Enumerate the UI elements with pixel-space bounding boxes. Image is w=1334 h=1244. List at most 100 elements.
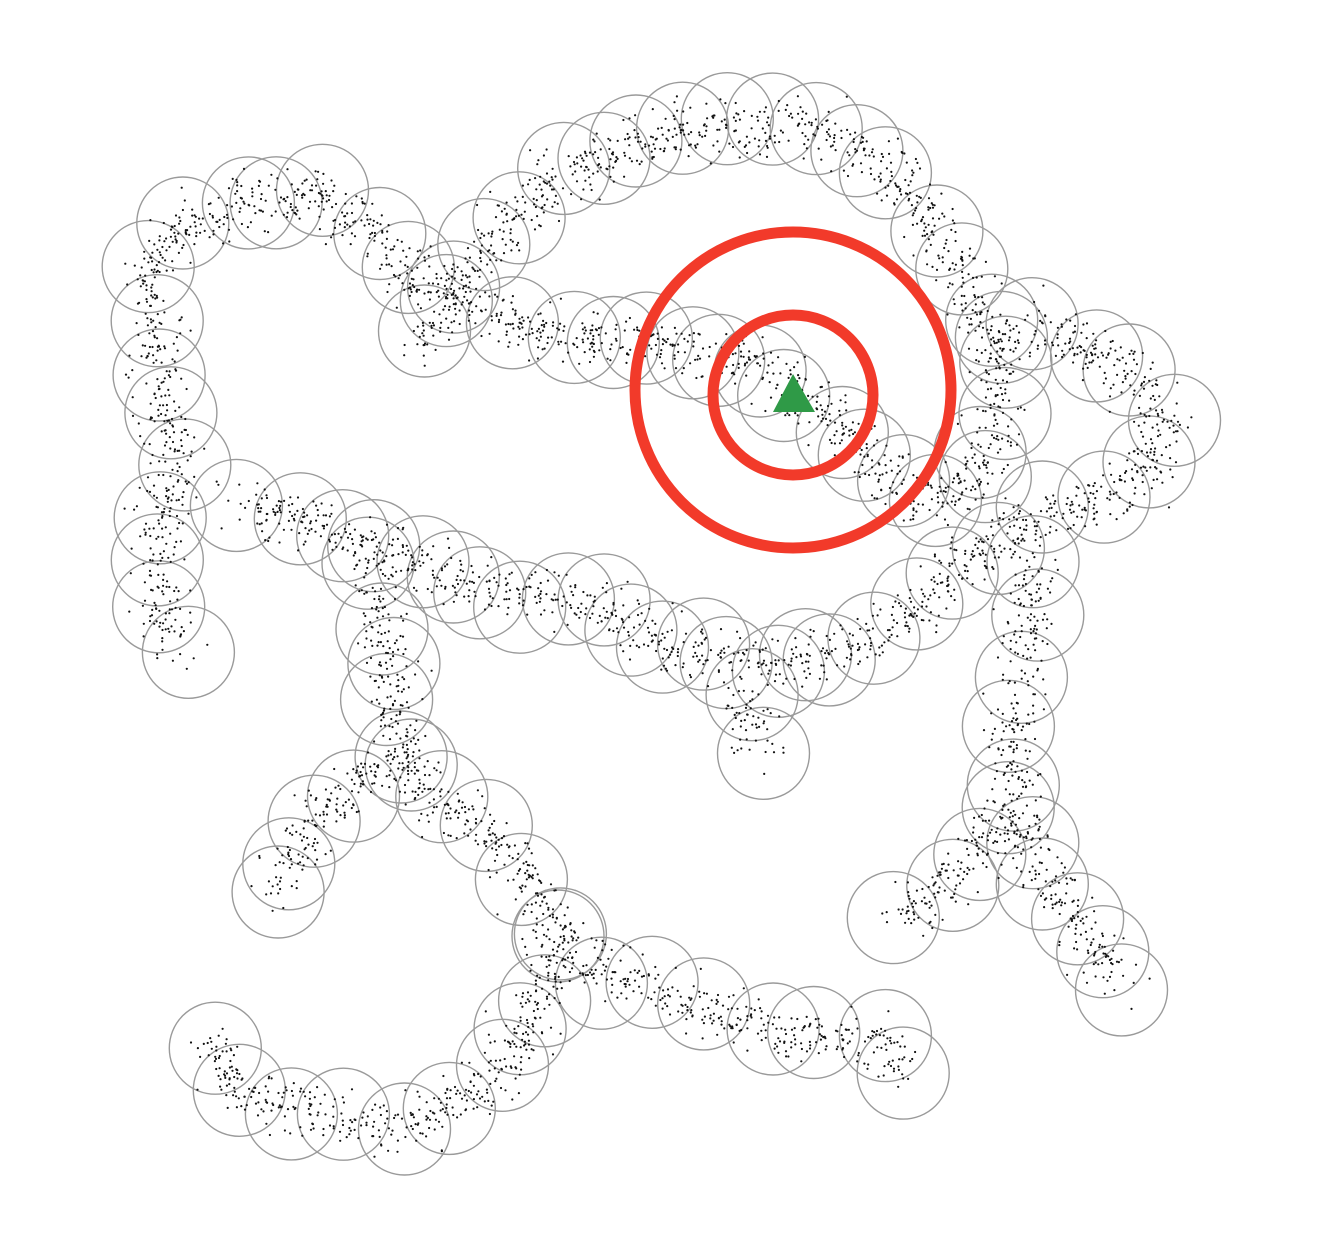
- sample-point: [1033, 627, 1036, 630]
- sample-point: [301, 507, 304, 511]
- sample-point: [916, 222, 919, 225]
- sample-point: [583, 351, 586, 354]
- sample-point: [984, 553, 987, 556]
- sample-point: [971, 550, 974, 553]
- sample-point: [731, 1027, 734, 1030]
- sample-point: [270, 1109, 273, 1112]
- sample-point: [876, 192, 879, 195]
- sample-point: [627, 634, 631, 637]
- sample-point: [451, 584, 454, 588]
- sample-point: [437, 1120, 441, 1123]
- sample-point: [477, 228, 480, 232]
- sample-point: [548, 1003, 551, 1006]
- sample-point: [876, 439, 879, 442]
- sample-point: [422, 277, 425, 280]
- sample-point: [401, 551, 404, 554]
- sample-point: [509, 1042, 512, 1045]
- sample-point: [653, 147, 657, 150]
- sample-point: [1073, 352, 1076, 355]
- sample-point: [375, 698, 378, 701]
- sample-point: [655, 353, 659, 356]
- sample-point: [405, 757, 408, 760]
- sample-point: [718, 150, 721, 153]
- sample-point: [863, 1062, 866, 1065]
- sample-point: [806, 653, 809, 656]
- sample-point: [980, 379, 983, 382]
- sample-point: [490, 315, 493, 318]
- sample-point: [164, 394, 167, 397]
- sample-point: [592, 600, 595, 603]
- sample-point: [609, 158, 612, 161]
- sample-point: [999, 386, 1002, 390]
- sample-point: [547, 971, 550, 975]
- sample-point: [328, 799, 331, 802]
- sample-point: [919, 565, 922, 568]
- sample-point: [559, 322, 562, 325]
- sample-point: [767, 116, 770, 119]
- sample-point: [1027, 648, 1030, 651]
- sample-point: [1151, 384, 1154, 387]
- sample-point: [591, 329, 594, 332]
- sample-point: [256, 522, 259, 525]
- sample-point: [675, 332, 678, 335]
- sample-point: [1086, 949, 1089, 952]
- sample-point: [510, 571, 513, 574]
- sample-point: [960, 294, 963, 297]
- sample-point: [1141, 474, 1144, 477]
- sample-point: [1113, 934, 1116, 937]
- sample-point: [551, 205, 554, 208]
- sample-point: [351, 538, 354, 541]
- sample-point: [802, 157, 805, 160]
- sample-point: [253, 205, 256, 208]
- sample-point: [1036, 619, 1039, 622]
- sample-point: [1156, 423, 1159, 426]
- sample-point: [660, 668, 663, 671]
- sample-point: [416, 325, 419, 328]
- sample-point: [535, 917, 538, 920]
- sample-point: [856, 648, 860, 652]
- sample-point: [347, 798, 350, 801]
- sample-point: [446, 1113, 449, 1116]
- sample-point: [1093, 954, 1096, 957]
- sample-point: [773, 680, 777, 683]
- sample-point: [467, 309, 471, 312]
- sample-point: [1088, 500, 1091, 503]
- sample-point: [960, 255, 963, 258]
- sample-point: [1048, 848, 1051, 852]
- sample-point: [196, 1047, 199, 1050]
- sample-point: [689, 1011, 692, 1014]
- sample-point: [401, 544, 404, 547]
- sample-point: [974, 329, 977, 332]
- sample-point: [143, 581, 146, 584]
- sample-point: [672, 647, 675, 651]
- sample-point: [522, 1032, 525, 1035]
- sample-point: [605, 965, 608, 968]
- sample-point: [1038, 872, 1041, 876]
- sample-point: [615, 339, 618, 342]
- sample-point: [891, 491, 894, 494]
- sample-point: [492, 252, 495, 255]
- sample-point: [1009, 348, 1012, 351]
- sample-point: [149, 219, 152, 222]
- sample-point: [536, 873, 539, 876]
- sample-point: [1061, 349, 1064, 352]
- sample-point: [562, 329, 565, 332]
- sample-point: [743, 110, 746, 113]
- sample-point: [647, 144, 651, 147]
- sample-point: [322, 825, 325, 828]
- sample-point: [590, 973, 594, 976]
- sample-point: [218, 1067, 221, 1070]
- sample-point: [175, 586, 178, 589]
- cover-circle: [275, 143, 370, 238]
- sample-point: [493, 833, 496, 836]
- sample-point: [534, 867, 537, 870]
- sample-point: [1049, 525, 1052, 528]
- sample-point: [378, 541, 381, 544]
- sample-point: [986, 461, 989, 464]
- sample-point: [836, 664, 839, 667]
- sample-point: [452, 1113, 455, 1117]
- sample-point: [937, 254, 940, 257]
- sample-point: [991, 566, 994, 569]
- sample-point: [525, 1018, 529, 1022]
- sample-point: [376, 616, 379, 619]
